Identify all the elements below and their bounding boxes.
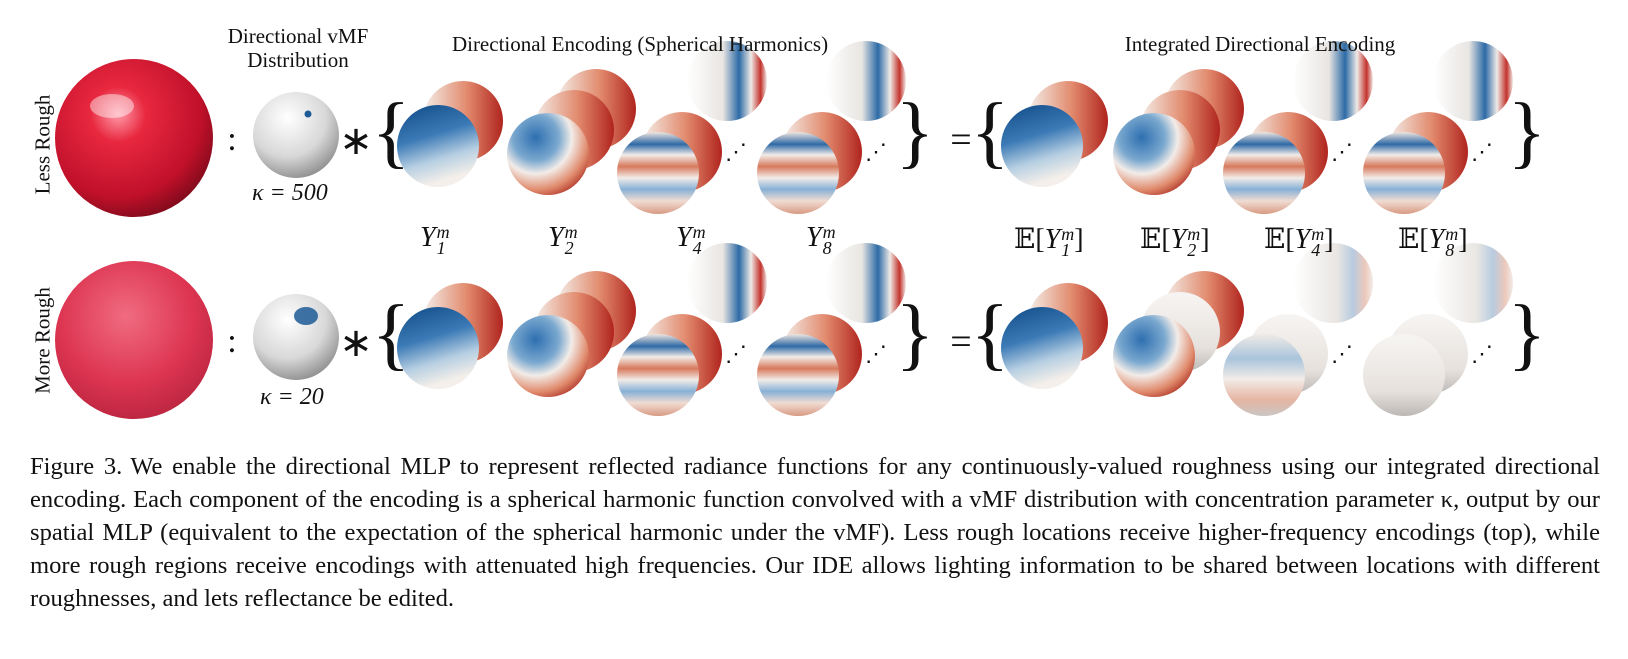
sh-front-sphere xyxy=(507,315,589,397)
ide-front-sphere xyxy=(1113,315,1195,397)
row-label-more-rough: More Rough xyxy=(30,287,55,394)
ide-front-sphere xyxy=(1001,307,1083,389)
ide-front-sphere xyxy=(1363,334,1445,416)
ide-label: 𝔼[Y m 4] xyxy=(1264,223,1334,260)
figure-caption: Figure 3. We enable the directional MLP t… xyxy=(30,450,1600,615)
sh-back-sphere xyxy=(687,41,767,121)
ide-back-sphere xyxy=(1293,41,1373,121)
equals-symbol: = xyxy=(950,321,971,363)
sh-front-sphere xyxy=(397,105,479,187)
ide-front-sphere xyxy=(1113,113,1195,195)
ellipsis-symbol: ⋰ xyxy=(1471,139,1493,164)
shiny-red-sphere xyxy=(55,59,213,217)
ellipsis-symbol: ⋰ xyxy=(1331,341,1353,366)
ellipsis-symbol: ⋰ xyxy=(1331,139,1353,164)
header-vmf: Directional vMF Distribution xyxy=(227,24,369,72)
ide-label: 𝔼[Y m 2] xyxy=(1140,223,1210,260)
vmf-sphere xyxy=(253,92,339,178)
sh-front-sphere xyxy=(757,132,839,214)
header-directional-encoding: Directional Encoding (Spherical Harmonic… xyxy=(451,32,829,56)
ide-back-sphere xyxy=(1433,41,1513,121)
vmf-lobe-dot xyxy=(304,110,312,118)
equals-symbol: = xyxy=(950,119,971,161)
vmf-lobe xyxy=(294,307,318,325)
convolve-symbol: ∗ xyxy=(339,118,373,163)
ide-front-sphere xyxy=(1001,105,1083,187)
ellipsis-symbol: ⋰ xyxy=(725,139,747,164)
ellipsis-symbol: ⋰ xyxy=(1471,341,1493,366)
left-brace: { xyxy=(971,290,1009,378)
vmf-sphere xyxy=(253,294,339,380)
sh-front-sphere xyxy=(507,113,589,195)
right-brace: } xyxy=(1508,88,1546,176)
kappa-label-bottom: κ = 20 xyxy=(260,384,324,410)
header-integrated-directional-encoding: Integrated Directional Encoding xyxy=(1124,32,1396,56)
ellipsis-symbol: ⋰ xyxy=(865,139,887,164)
kappa-label-top: κ = 500 xyxy=(252,180,328,206)
caption-text: We enable the directional MLP to represe… xyxy=(30,453,1600,612)
figure-graphics: : ∗{⋰ ⋰} ={⋰ ⋰}: ∗{⋰ ⋰} ={⋰ ⋰} xyxy=(55,41,1546,419)
row-label-less-rough: Less Rough xyxy=(30,94,55,195)
convolve-symbol: ∗ xyxy=(339,320,373,365)
sh-back-sphere xyxy=(826,243,906,323)
ellipsis-symbol: ⋰ xyxy=(725,341,747,366)
sphere-highlight xyxy=(90,94,134,118)
sh-back-sphere xyxy=(687,243,767,323)
right-brace: } xyxy=(896,88,934,176)
ide-label: 𝔼[Y m 1] xyxy=(1014,223,1084,260)
ide-label: 𝔼[Y m 8] xyxy=(1398,223,1468,260)
sh-front-sphere xyxy=(617,132,699,214)
sh-front-sphere xyxy=(617,334,699,416)
ide-front-sphere xyxy=(1223,132,1305,214)
ide-back-sphere xyxy=(1293,243,1373,323)
sh-back-sphere xyxy=(826,41,906,121)
sh-front-sphere xyxy=(757,334,839,416)
right-brace: } xyxy=(1508,290,1546,378)
colon-symbol: : xyxy=(227,323,236,360)
figure: : ∗{⋰ ⋰} ={⋰ ⋰}: ∗{⋰ ⋰} ={⋰ ⋰} Directional vMF D… xyxy=(30,24,1546,419)
caption-figure-number: Figure 3. xyxy=(30,453,123,480)
matte-red-sphere xyxy=(55,261,213,419)
sh-front-sphere xyxy=(397,307,479,389)
colon-symbol: : xyxy=(227,121,236,158)
right-brace: } xyxy=(896,290,934,378)
ide-back-sphere xyxy=(1433,243,1513,323)
ide-front-sphere xyxy=(1223,334,1305,416)
ellipsis-symbol: ⋰ xyxy=(865,341,887,366)
left-brace: { xyxy=(971,88,1009,176)
ide-front-sphere xyxy=(1363,132,1445,214)
